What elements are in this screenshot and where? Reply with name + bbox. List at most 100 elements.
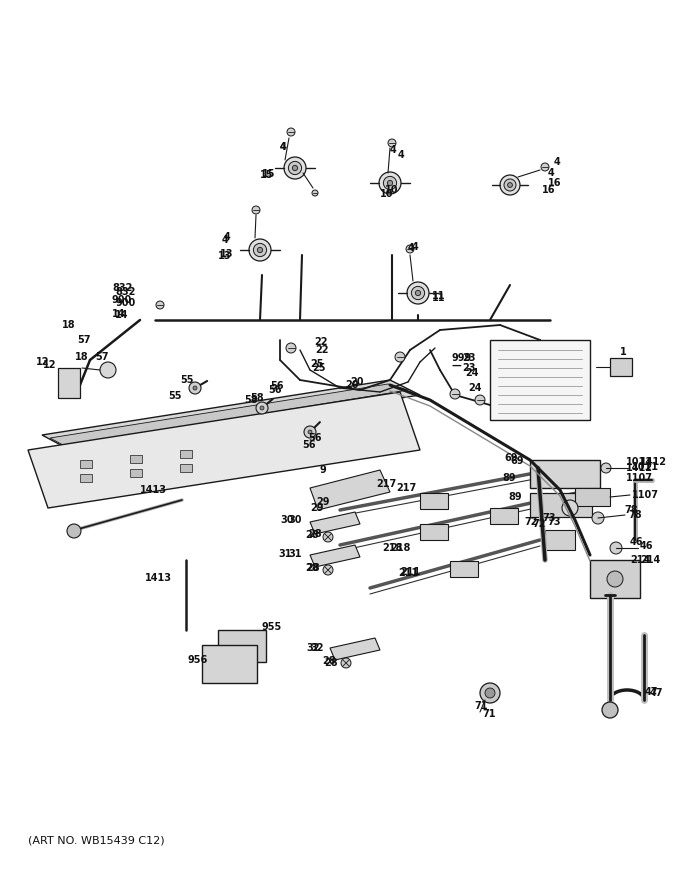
Polygon shape (330, 638, 380, 660)
Text: 4: 4 (398, 150, 405, 160)
Circle shape (406, 245, 414, 253)
Text: 20: 20 (345, 380, 358, 390)
Text: 999: 999 (452, 353, 472, 363)
Text: 4: 4 (224, 232, 231, 242)
Text: 1107: 1107 (632, 490, 659, 500)
Text: 30: 30 (288, 515, 301, 525)
Text: 1412: 1412 (626, 463, 653, 473)
Circle shape (388, 139, 396, 147)
Circle shape (323, 565, 333, 575)
Text: 4: 4 (412, 242, 419, 252)
Bar (530, 493, 592, 517)
Text: 217: 217 (376, 479, 396, 489)
Text: 4: 4 (408, 243, 415, 253)
Text: 29: 29 (316, 497, 330, 507)
Text: 56: 56 (268, 385, 282, 395)
Text: 1011: 1011 (632, 462, 659, 472)
Circle shape (288, 161, 302, 174)
Text: 1412: 1412 (640, 457, 667, 467)
Circle shape (312, 190, 318, 196)
Circle shape (249, 239, 271, 261)
Text: 1107: 1107 (626, 473, 653, 483)
Polygon shape (310, 512, 360, 534)
Circle shape (323, 532, 333, 542)
Text: 13: 13 (218, 251, 231, 261)
Text: —: — (452, 361, 462, 371)
Circle shape (407, 282, 429, 304)
Bar (180, 464, 192, 472)
Text: 16: 16 (548, 178, 562, 188)
Text: 218: 218 (382, 543, 403, 553)
Text: 28: 28 (324, 658, 338, 668)
Text: 14: 14 (112, 309, 126, 319)
Text: 12: 12 (43, 360, 56, 370)
Text: 89: 89 (502, 473, 515, 483)
Polygon shape (50, 384, 408, 446)
Circle shape (388, 180, 392, 186)
Text: 25: 25 (312, 363, 326, 373)
Text: 900: 900 (112, 295, 132, 305)
Text: 73: 73 (542, 513, 556, 523)
Text: 56: 56 (302, 440, 316, 450)
Circle shape (411, 286, 424, 299)
Text: 28: 28 (306, 563, 320, 573)
Text: 71: 71 (474, 701, 488, 711)
Text: 24: 24 (465, 368, 479, 378)
Text: 211: 211 (400, 567, 420, 577)
Text: 4: 4 (390, 145, 396, 155)
Text: 956: 956 (188, 655, 208, 665)
Circle shape (256, 402, 268, 414)
Text: 18: 18 (62, 320, 75, 330)
Circle shape (610, 542, 622, 554)
Text: 30: 30 (280, 515, 294, 525)
Text: 214: 214 (640, 555, 660, 565)
Bar (450, 561, 478, 577)
Text: 955: 955 (262, 622, 282, 632)
Circle shape (341, 658, 351, 668)
Text: 4: 4 (280, 142, 287, 152)
Circle shape (100, 362, 116, 378)
Text: 56: 56 (270, 381, 284, 391)
Text: 71: 71 (482, 709, 496, 719)
Text: 4: 4 (554, 157, 561, 167)
Circle shape (475, 395, 485, 405)
Text: 89: 89 (508, 492, 522, 502)
Text: 900: 900 (115, 298, 135, 308)
Text: 73: 73 (547, 517, 560, 527)
Text: 15: 15 (260, 170, 273, 180)
Circle shape (156, 301, 164, 309)
Text: 4: 4 (548, 168, 555, 178)
Circle shape (287, 128, 295, 136)
Text: 18: 18 (75, 352, 88, 362)
Text: 78: 78 (624, 505, 638, 515)
Text: 24: 24 (468, 383, 481, 393)
Text: 72: 72 (524, 517, 537, 527)
Polygon shape (310, 545, 360, 567)
Circle shape (415, 290, 421, 296)
Text: 46: 46 (640, 541, 653, 551)
Text: 1413: 1413 (140, 485, 167, 495)
Bar (58, 368, 80, 398)
Polygon shape (310, 470, 390, 510)
Text: 55: 55 (168, 391, 182, 401)
Text: 57: 57 (95, 352, 109, 362)
Text: 214: 214 (630, 555, 650, 565)
Text: 32: 32 (310, 643, 324, 653)
Text: 31: 31 (288, 549, 301, 559)
Text: 29: 29 (310, 503, 324, 513)
Text: 11: 11 (432, 293, 445, 303)
Circle shape (480, 683, 500, 703)
Circle shape (252, 206, 260, 214)
Text: 12: 12 (36, 357, 50, 367)
Text: 20: 20 (350, 377, 364, 387)
Circle shape (379, 172, 401, 194)
Text: 28: 28 (305, 563, 319, 573)
Bar (530, 460, 600, 488)
Text: 1011: 1011 (626, 457, 653, 467)
Circle shape (304, 426, 316, 438)
Circle shape (485, 688, 495, 698)
Text: 47: 47 (650, 688, 664, 698)
Text: 832: 832 (115, 287, 135, 297)
Circle shape (254, 244, 267, 257)
Circle shape (395, 352, 405, 362)
